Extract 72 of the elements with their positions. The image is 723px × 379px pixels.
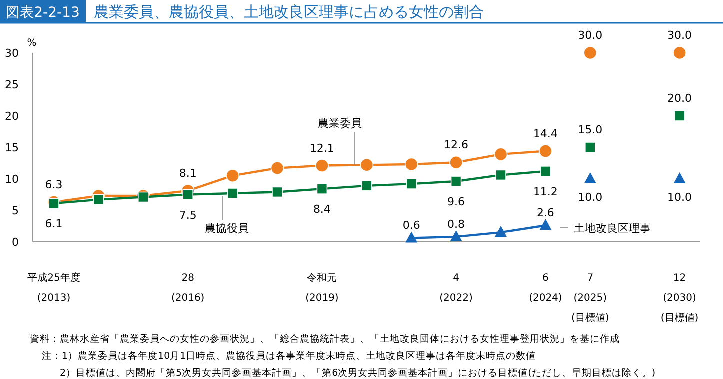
data-label: 6.3 (45, 178, 63, 192)
point (494, 148, 508, 162)
y-tick-label: 10 (5, 173, 19, 186)
x-tick-label: 4 (2022) (440, 273, 474, 304)
y-tick-label: 30 (5, 47, 19, 60)
x-tick-label: 6 (2024) (529, 273, 562, 304)
point (406, 178, 417, 190)
x-tick-label: 28 (2016) (171, 273, 205, 304)
point (48, 198, 60, 209)
x-tick-label: 平成25年度 (2013) (28, 272, 80, 304)
data-label: 30.0 (578, 29, 603, 42)
data-label: 9.6 (448, 196, 466, 209)
data-label: 0.8 (448, 218, 466, 231)
point (584, 46, 598, 60)
point (540, 219, 552, 230)
point (540, 166, 552, 177)
data-label: 12.1 (310, 142, 334, 155)
point (496, 170, 506, 181)
text: 土地改良区理事 (574, 222, 651, 235)
data-label: 30.0 (668, 29, 692, 42)
point (450, 230, 462, 242)
y-tick-label: 0 (12, 236, 19, 249)
data-label: 12.6 (444, 138, 469, 152)
data-label: 20.0 (668, 92, 692, 105)
point (404, 158, 418, 172)
text: 図表2-2-13 (6, 5, 80, 21)
point (585, 142, 596, 153)
data-label: 14.4 (533, 127, 558, 140)
y-tick-label: 15 (5, 142, 19, 154)
data-label: 8.1 (179, 166, 197, 180)
point (360, 158, 374, 172)
text: 資料：農林水産省「農業委員への女性の参画状況」、「総合農協統計表」、「土地改良団体における女性理事登用状況」を基に作成 (30, 333, 620, 345)
point (182, 189, 194, 200)
data-label: 0.6 (402, 219, 420, 232)
text: 農業委員 (318, 117, 362, 130)
point (270, 162, 284, 175)
data-label: 10.0 (668, 191, 692, 204)
y-axis-title: % (27, 38, 37, 49)
y-tick-label: 5 (12, 204, 19, 218)
text: 農協役員 (205, 222, 249, 235)
text: 2）目標値は、内閣府「第5次男女共同参画基本計画」、「第6次男女共同参画基本計画」における目標値(ただし、早期目標は除く。) (60, 367, 656, 379)
point (450, 176, 462, 187)
data-label: 6.1 (45, 218, 63, 231)
text: 注：1）農業委員は各年度10月1日時点、農協役員は各事業年度末時点、土地改良区理事は各年度末時点の数値 (42, 350, 536, 362)
point (226, 169, 240, 183)
point (450, 156, 463, 170)
data-label: 7.5 (179, 208, 197, 222)
data-label: 15.0 (578, 124, 603, 136)
point (316, 184, 328, 194)
data-label: 11.2 (533, 185, 558, 198)
point (673, 46, 686, 60)
point (539, 144, 552, 158)
point (272, 186, 283, 198)
point (138, 192, 149, 203)
data-label: 10.0 (578, 191, 603, 204)
point (495, 226, 507, 238)
point (406, 232, 418, 243)
y-tick-label: 25 (5, 78, 19, 92)
data-label: 2.6 (536, 206, 554, 220)
point (584, 172, 596, 184)
x-tick-label: 7 (2025) (目標値) (571, 273, 610, 324)
point (93, 194, 104, 206)
point (227, 188, 238, 199)
chart-title: 農業委員、農協役員、土地改良区理事に占める女性の割合 (94, 3, 484, 21)
point (316, 159, 329, 172)
point (362, 180, 372, 192)
data-label: 8.4 (313, 203, 331, 216)
x-tick-label: 令和元 (2019) (306, 272, 339, 304)
x-tick-label: 12 (2030) (目標値) (660, 273, 699, 324)
y-tick-label: 20 (5, 110, 19, 123)
point (674, 110, 686, 122)
point (674, 172, 686, 184)
